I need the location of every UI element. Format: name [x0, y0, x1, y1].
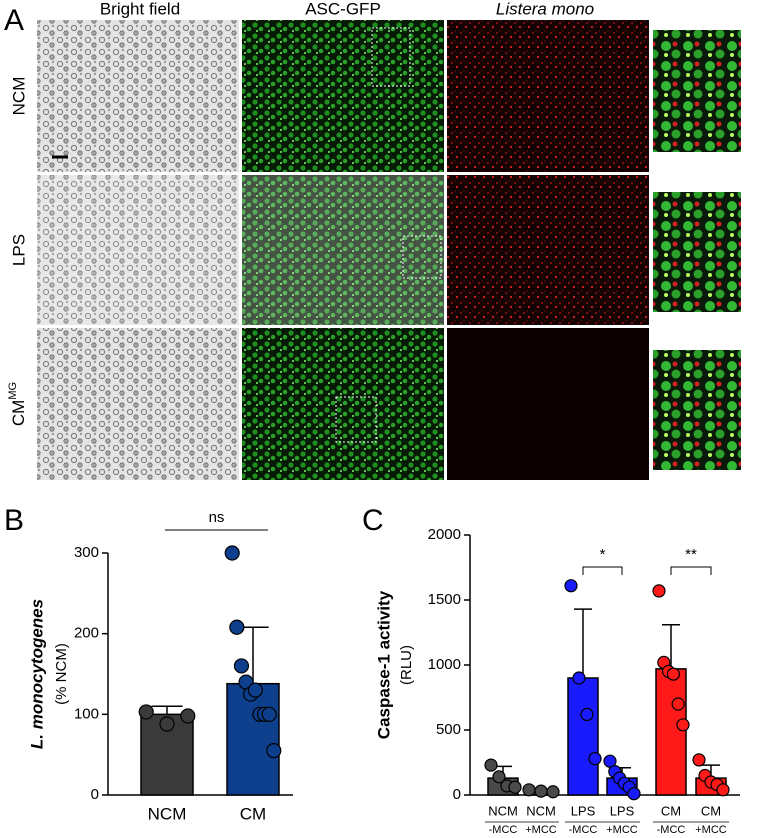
y-tick-label: 1000 [428, 656, 461, 673]
y-tick-label: 2000 [428, 526, 461, 543]
data-point [138, 704, 154, 720]
micrograph [37, 20, 239, 172]
micrograph [242, 20, 444, 172]
data-point [229, 619, 245, 635]
data-point [492, 770, 506, 784]
data-point [508, 780, 522, 794]
micrograph [37, 328, 239, 480]
panel-label: B [4, 504, 24, 537]
data-point [627, 787, 641, 801]
data-point [180, 708, 196, 724]
data-point [666, 667, 681, 681]
y-tick-label: 100 [74, 705, 99, 722]
data-point [534, 784, 548, 798]
x-tick-sublabel: -MCC [489, 824, 518, 836]
bar [567, 677, 599, 796]
inset-image [653, 30, 741, 152]
row-label-text: CM [9, 400, 28, 426]
significance-bracket [582, 566, 623, 575]
micrograph [37, 175, 239, 325]
x-tick-label: CM [240, 804, 266, 823]
row-label: LPS [9, 234, 28, 266]
significance-label: ** [685, 546, 697, 563]
data-point [266, 743, 282, 759]
x-tick-label: LPS [571, 803, 596, 818]
x-tick-label: LPS [610, 803, 635, 818]
x-tick-sublabel: +MCC [695, 824, 727, 836]
significance-bracket [670, 566, 712, 575]
data-point [247, 682, 263, 698]
y-axis-unit: (RLU) [398, 645, 415, 685]
y-tick-label: 1500 [428, 591, 461, 608]
panel-label: A [4, 4, 24, 37]
row-label: NCM [9, 77, 28, 116]
data-point [716, 783, 730, 797]
data-point [652, 584, 666, 598]
data-point [546, 785, 560, 799]
data-point [159, 716, 175, 732]
micrograph [242, 175, 444, 325]
bar [226, 682, 280, 796]
x-tick-sublabel: +MCC [606, 824, 638, 836]
y-tick-label: 500 [436, 721, 461, 738]
data-point [676, 718, 690, 732]
zoom-box [335, 396, 377, 443]
data-point [261, 706, 277, 722]
significance-label: * [600, 546, 606, 563]
x-tick-sublabel: -MCC [569, 824, 598, 836]
y-axis-title: Caspase-1 activity [374, 590, 393, 739]
x-tick-label: NCM [526, 803, 556, 818]
data-point [224, 545, 240, 561]
data-point [233, 658, 250, 674]
row-label-superscript: MG [7, 382, 19, 400]
column-title: Bright field [100, 0, 180, 18]
inset-image [653, 192, 741, 312]
x-tick-label: CM [661, 803, 681, 818]
data-point [588, 751, 602, 766]
inset-image [653, 350, 741, 470]
micrograph [447, 20, 649, 172]
data-point [572, 671, 586, 685]
panel-a: A Bright field ASC-GFP Listera mono NCM … [4, 0, 741, 480]
y-axis-title: L. monocytogenes [27, 599, 46, 749]
data-point [522, 783, 536, 797]
micrograph [447, 328, 649, 480]
bar [655, 668, 687, 796]
y-tick-label: 0 [91, 786, 99, 803]
x-tick-label: NCM [488, 803, 518, 818]
y-tick-label: 0 [453, 786, 461, 803]
data-point [692, 753, 706, 767]
row-label: CMMG [7, 382, 29, 426]
data-point [671, 697, 685, 711]
micrograph [242, 328, 444, 480]
panel-label: C [362, 504, 384, 537]
data-point [580, 707, 594, 722]
data-point [564, 579, 578, 593]
x-tick-label: NCM [148, 804, 187, 823]
x-tick-sublabel: -MCC [657, 824, 686, 836]
y-axis-unit: (% NCM) [53, 643, 70, 705]
y-tick-label: 300 [74, 544, 99, 561]
micrograph [447, 175, 649, 325]
x-tick-sublabel: +MCC [525, 824, 557, 836]
y-tick-label: 200 [74, 625, 99, 642]
column-title: Listera mono [496, 0, 594, 18]
significance-label: ns [209, 509, 225, 526]
column-title: ASC-GFP [305, 0, 381, 18]
x-tick-label: CM [701, 803, 721, 818]
data-point [484, 758, 498, 772]
